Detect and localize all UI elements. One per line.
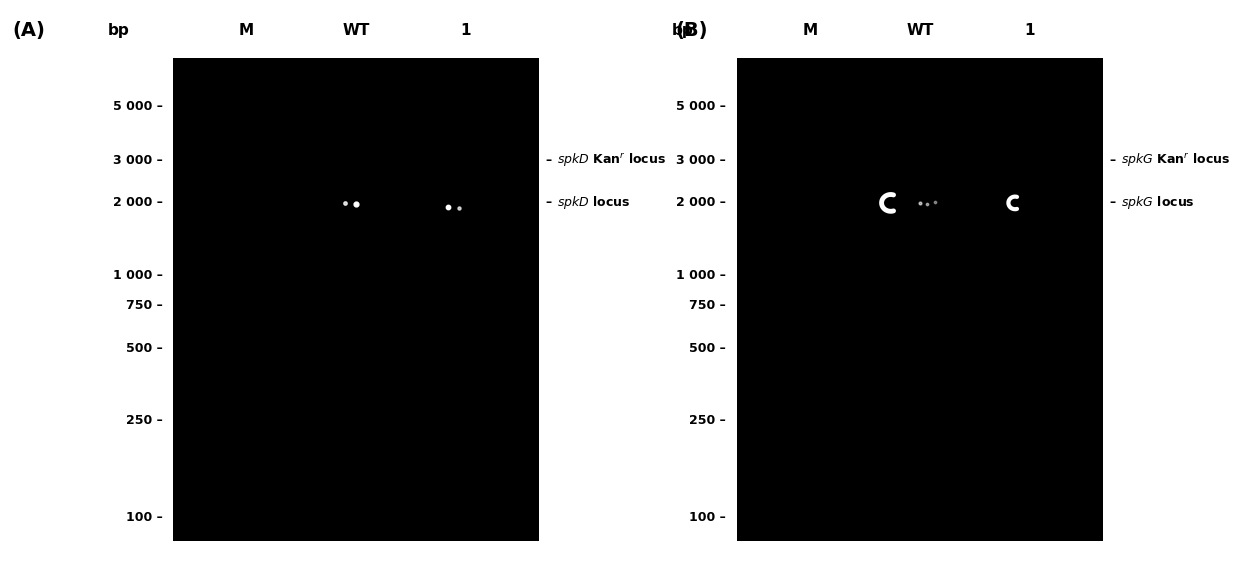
Text: 100 –: 100 – [689,511,726,524]
Text: M: M [239,23,254,38]
Text: WT: WT [342,23,370,38]
Text: 250 –: 250 – [125,415,162,427]
Text: –: – [1110,197,1120,209]
Point [336,198,356,208]
Text: M: M [803,23,818,38]
Point [437,202,457,212]
Point [449,204,468,213]
Text: 1: 1 [461,23,471,38]
Text: bp: bp [672,23,693,38]
Text: 1 000 –: 1 000 – [676,269,726,282]
Text: 2 000 –: 2 000 – [113,197,162,209]
Text: 5 000 –: 5 000 – [676,100,726,113]
Text: 750 –: 750 – [689,299,726,312]
Text: $\mathit{spkG}$ locus: $\mathit{spkG}$ locus [1121,194,1194,212]
Text: 500 –: 500 – [125,342,162,355]
Text: 500 –: 500 – [689,342,726,355]
Text: 2 000 –: 2 000 – [676,197,726,209]
Text: $\mathit{spkG}$ Kan$^r$ locus: $\mathit{spkG}$ Kan$^r$ locus [1121,152,1230,169]
Text: 1: 1 [1025,23,1035,38]
Text: –: – [546,197,556,209]
Text: 1 000 –: 1 000 – [113,269,162,282]
Text: (B): (B) [675,21,707,40]
Point [909,198,929,208]
Text: $\mathit{spkD}$ locus: $\mathit{spkD}$ locus [558,194,631,212]
Text: WT: WT [906,23,934,38]
Text: 250 –: 250 – [689,415,726,427]
Text: 100 –: 100 – [125,511,162,524]
Point [346,200,367,209]
Text: (A): (A) [12,21,46,40]
Text: 3 000 –: 3 000 – [676,154,726,167]
Point [924,197,944,206]
Text: –: – [546,154,556,167]
Text: 5 000 –: 5 000 – [113,100,162,113]
Text: bp: bp [108,23,129,38]
Text: 750 –: 750 – [125,299,162,312]
Text: –: – [1110,154,1120,167]
Text: 3 000 –: 3 000 – [113,154,162,167]
Text: $\mathit{spkD}$ Kan$^r$ locus: $\mathit{spkD}$ Kan$^r$ locus [558,152,667,169]
Point [917,200,937,209]
